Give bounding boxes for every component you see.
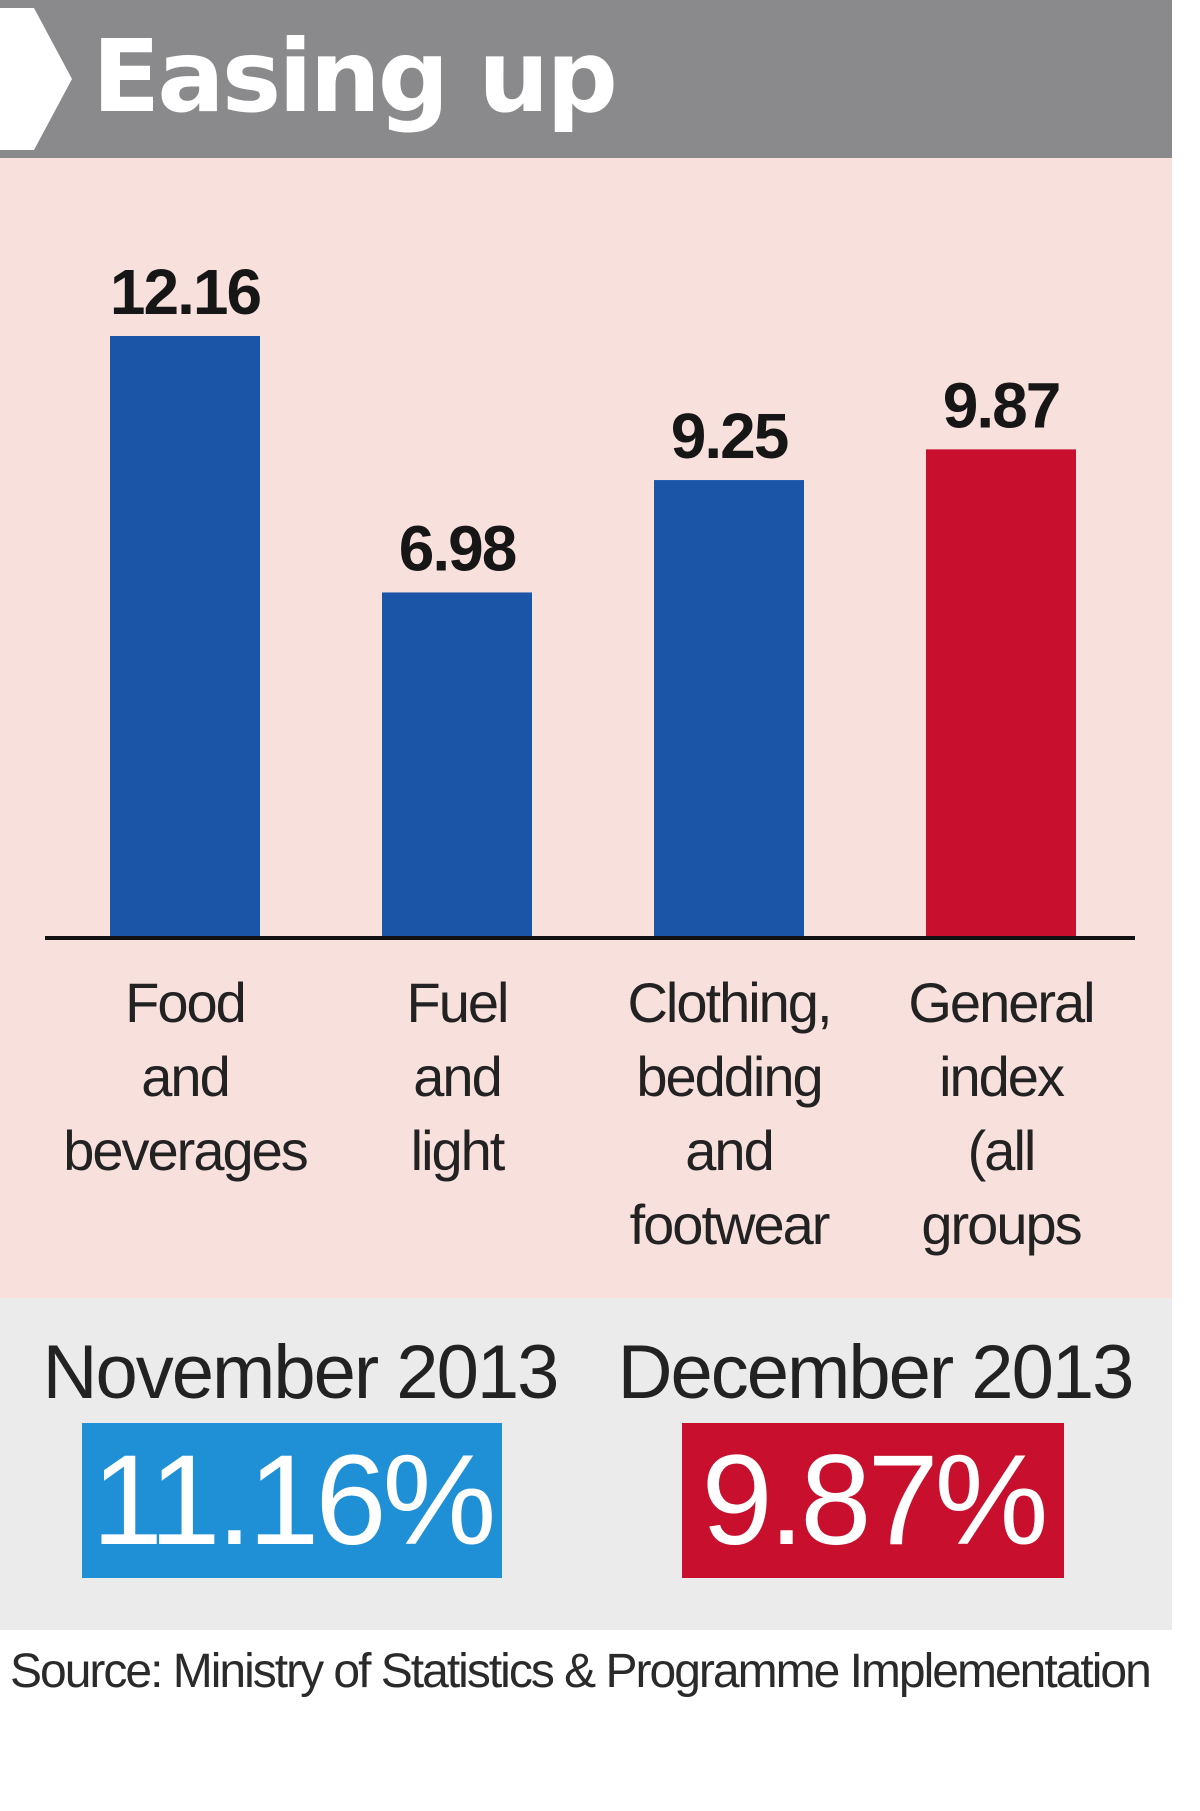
bar-value-label-1: 12.16 [110,256,261,328]
source-note: Source: Ministry of Statistics & Program… [10,1645,1152,1698]
bar-4 [926,449,1076,938]
category-label-3-line-4: footwear [630,1193,830,1256]
rate-badge-december: 9.87% [682,1423,1064,1578]
category-label-1-line-3: beverages [63,1119,307,1182]
bar-chart: 12.16 Food and beverages 6.98 Fuel and light 9.2… [45,256,1135,1256]
category-label-3-line-3: and [685,1119,772,1182]
category-label-2-line-3: light [411,1119,506,1182]
bar-1 [110,336,260,938]
category-label-3-line-2: bedding [636,1045,821,1108]
category-label-4-line-1: General [908,971,1093,1034]
category-label-1-line-2: and [141,1045,228,1108]
bar-chart-panel: 12.16 Food and beverages 6.98 Fuel and light 9.2… [0,158,1172,1298]
category-label-2-line-1: Fuel [407,971,508,1034]
bar-2 [382,592,532,938]
category-label-3-line-1: Clothing, [627,971,830,1034]
category-label-4-line-2: index [939,1045,1065,1108]
period-label-november: November 2013 [42,1330,560,1415]
chart-title: Easing up [92,18,618,135]
header-bar: Easing up [0,0,1172,158]
bar-value-label-4: 9.87 [943,369,1060,441]
period-label-december: December 2013 [617,1330,1135,1415]
rate-badge-november: 11.16% [82,1423,502,1578]
category-label-4-line-3: (all [968,1119,1035,1182]
category-label-4-line-4: groups [921,1193,1080,1256]
bar-3 [654,480,804,938]
bar-value-label-3: 9.25 [671,400,788,472]
inflation-summary: November 2013 11.16% December 2013 9.87% [0,1298,1172,1630]
chevron-right-icon [0,8,72,150]
category-label-2-line-2: and [413,1045,500,1108]
bar-value-label-2: 6.98 [399,512,516,584]
category-label-1-line-1: Food [125,971,245,1034]
